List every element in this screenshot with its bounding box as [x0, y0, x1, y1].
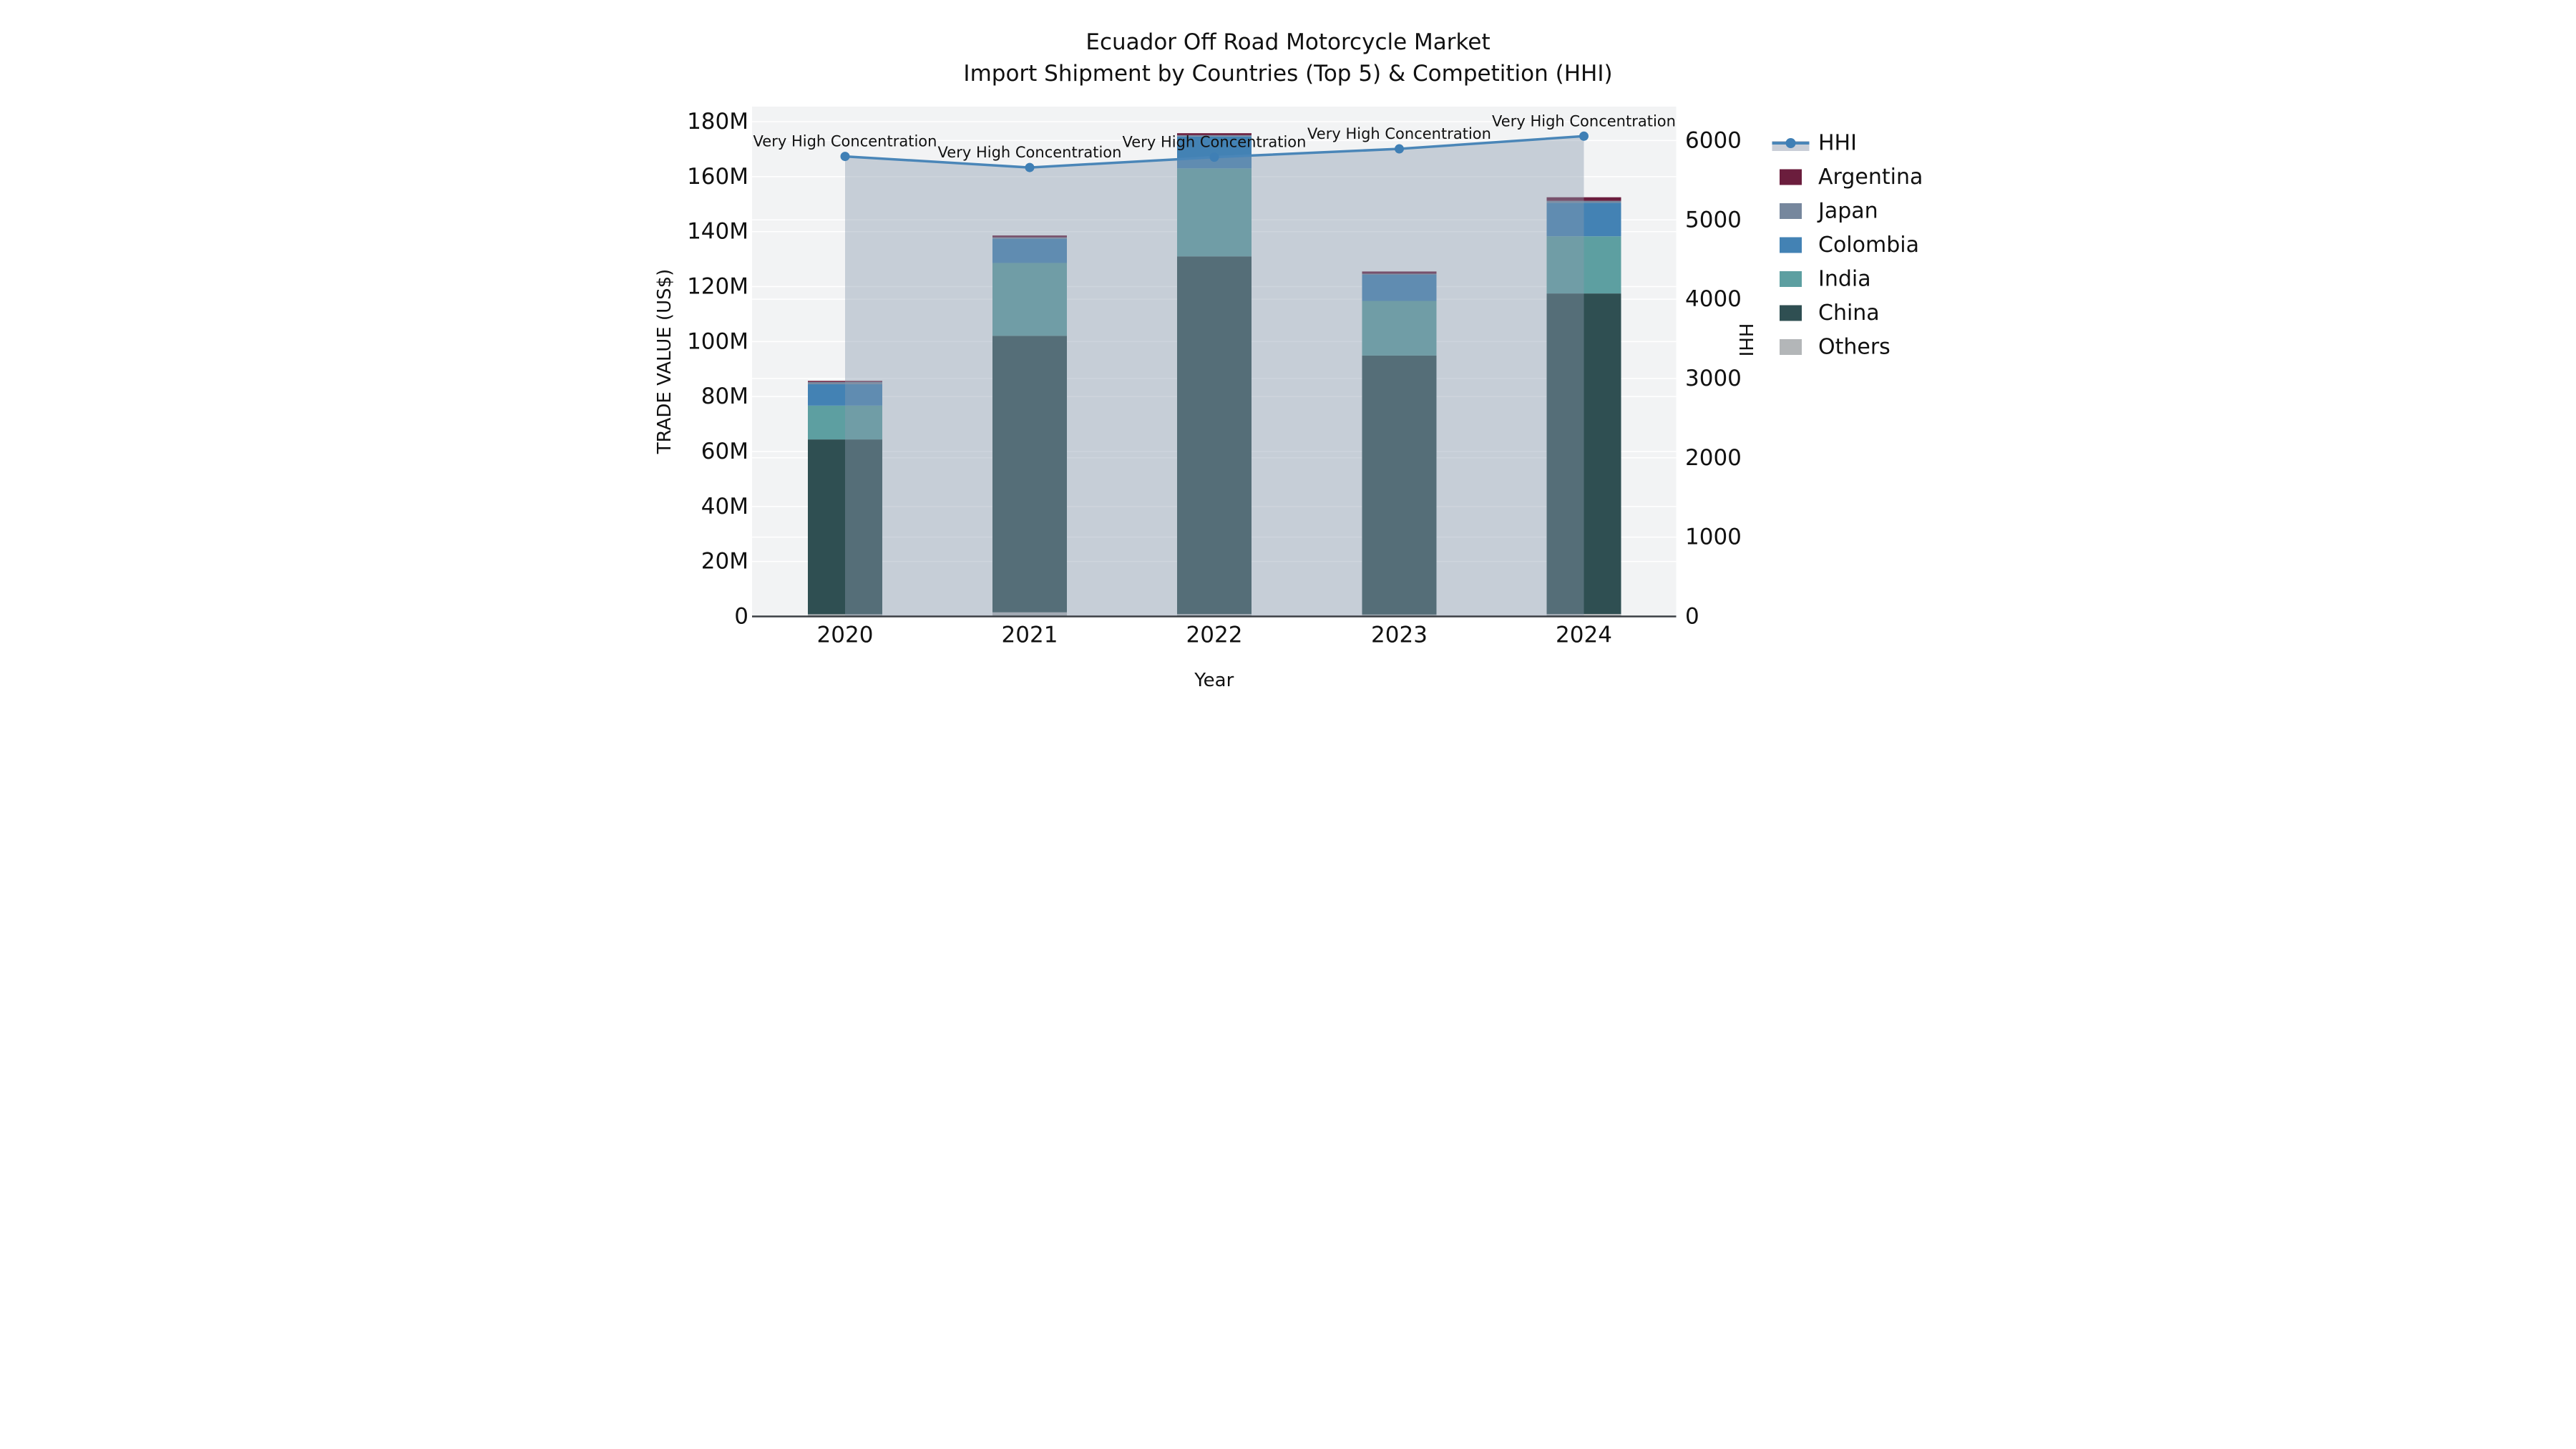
left-tick-100: 100M	[687, 328, 748, 354]
figure: Very High Concentration Very High Concent…	[644, 0, 1932, 725]
bar-segment-others-2023	[1362, 614, 1437, 617]
legend-label-argentina: Argentina	[1818, 165, 1923, 190]
hhi-marker-2020	[840, 152, 850, 162]
x-tick-2023: 2023	[1371, 623, 1428, 648]
legend-item-china: China	[1780, 301, 1880, 326]
hhi-marker-2024	[1579, 131, 1589, 141]
left-tick-80: 80M	[701, 384, 748, 409]
annotation-2023: Very High Concentration	[1307, 125, 1491, 142]
bar-segment-india-2020	[808, 405, 882, 440]
hhi-marker-2022	[1209, 152, 1219, 162]
right-tick-6000: 6000	[1685, 127, 1742, 153]
bar-segment-india-2023	[1362, 301, 1437, 356]
bar-segment-india-2024	[1546, 236, 1621, 294]
x-tick-2020: 2020	[817, 623, 874, 648]
legend-label-japan: Japan	[1817, 199, 1878, 224]
legend-item-japan: Japan	[1780, 199, 1878, 224]
legend-swatch-india	[1780, 271, 1802, 287]
hhi-marker-2021	[1025, 162, 1035, 172]
legend-hhi-marker	[1785, 138, 1796, 148]
bar-segment-india-2022	[1177, 168, 1252, 257]
left-tick-140: 140M	[687, 219, 748, 245]
bar-segment-china-2022	[1177, 256, 1252, 615]
bar-segment-argentina-2023	[1362, 271, 1437, 274]
legend-label-others: Others	[1818, 335, 1890, 360]
left-tick-180: 180M	[687, 109, 748, 135]
legend-item-argentina: Argentina	[1780, 165, 1923, 190]
chart-title-line2: Import Shipment by Countries (Top 5) & C…	[963, 61, 1612, 87]
right-tick-2000: 2000	[1685, 445, 1742, 471]
right-tick-1000: 1000	[1685, 525, 1742, 550]
bar-segment-others-2020	[808, 614, 882, 617]
right-axis-title: HHI	[1735, 323, 1756, 357]
bar-segment-others-2024	[1546, 614, 1621, 617]
left-axis-title: TRADE VALUE (US$)	[654, 269, 675, 455]
bars	[808, 133, 1621, 617]
legend-item-others: Others	[1780, 335, 1890, 360]
bar-segment-argentina-2022	[1177, 133, 1252, 135]
hhi-area-fill	[845, 136, 1584, 617]
bar-segment-japan-2021	[992, 237, 1067, 239]
bar-segment-colombia-2023	[1362, 275, 1437, 301]
legend-swatch-others	[1780, 339, 1802, 355]
annotation-2024: Very High Concentration	[1492, 112, 1676, 130]
legend-swatch-japan	[1780, 203, 1802, 219]
chart-title-line1: Ecuador Off Road Motorcycle Market	[1085, 29, 1490, 55]
legend-swatch-china	[1780, 305, 1802, 321]
right-tick-5000: 5000	[1685, 207, 1742, 233]
left-tick-60: 60M	[701, 439, 748, 464]
bar-segment-japan-2020	[808, 381, 882, 384]
legend-swatch-argentina	[1780, 169, 1802, 185]
legend-swatch-colombia	[1780, 237, 1802, 253]
right-tick-4000: 4000	[1685, 286, 1742, 312]
right-tick-3000: 3000	[1685, 366, 1742, 391]
bar-segment-india-2021	[992, 263, 1067, 336]
x-tick-2024: 2024	[1556, 623, 1612, 648]
bar-segment-argentina-2020	[808, 381, 882, 382]
legend-item-india: India	[1780, 267, 1871, 292]
legend-item-hhi: HHI	[1772, 131, 1857, 156]
bar-segment-argentina-2021	[992, 235, 1067, 238]
left-tick-120: 120M	[687, 274, 748, 300]
bar-segment-japan-2023	[1362, 273, 1437, 275]
legend-label-india: India	[1818, 267, 1871, 292]
bar-segment-colombia-2021	[992, 238, 1067, 263]
legend-item-colombia: Colombia	[1780, 233, 1919, 258]
left-tick-20: 20M	[701, 549, 748, 575]
right-tick-0: 0	[1685, 604, 1699, 630]
annotation-2021: Very High Concentration	[938, 144, 1122, 161]
annotation-2020: Very High Concentration	[753, 133, 937, 150]
legend-label-colombia: Colombia	[1818, 233, 1919, 258]
legend: HHI Argentina Japan Colombia India China Other…	[1772, 131, 1923, 360]
x-axis-title: Year	[1194, 670, 1234, 691]
legend-label-china: China	[1818, 301, 1880, 326]
bar-segment-colombia-2020	[808, 384, 882, 406]
bar-segment-others-2022	[1177, 614, 1252, 617]
bar-segment-colombia-2024	[1546, 203, 1621, 237]
left-tick-40: 40M	[701, 494, 748, 519]
bar-segment-others-2021	[992, 612, 1067, 617]
annotation-2022: Very High Concentration	[1123, 134, 1307, 151]
legend-label-hhi: HHI	[1818, 131, 1857, 156]
bar-segment-colombia-2022	[1177, 136, 1252, 169]
bar-segment-japan-2024	[1546, 200, 1621, 203]
x-tick-2021: 2021	[1002, 623, 1058, 648]
x-tick-2022: 2022	[1186, 623, 1243, 648]
hhi-marker-2023	[1395, 144, 1404, 154]
bar-segment-argentina-2024	[1546, 197, 1621, 201]
bar-segment-china-2021	[992, 336, 1067, 613]
left-tick-160: 160M	[687, 164, 748, 190]
bar-segment-china-2024	[1546, 293, 1621, 615]
bar-segment-china-2020	[808, 439, 882, 615]
bar-segment-japan-2022	[1177, 135, 1252, 137]
left-tick-0: 0	[734, 604, 748, 630]
bar-segment-china-2023	[1362, 355, 1437, 615]
